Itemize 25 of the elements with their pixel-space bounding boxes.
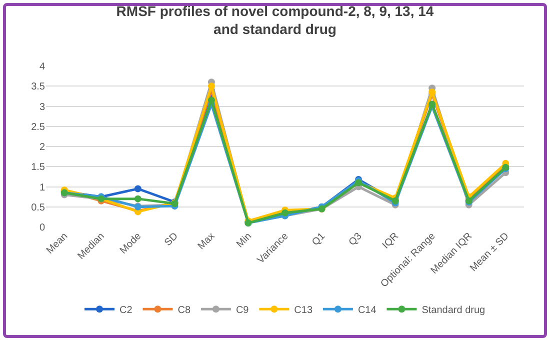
legend-label: C8 — [178, 305, 191, 316]
legend-label: C13 — [294, 305, 313, 316]
point — [208, 82, 215, 90]
y-tick-label: 0.5 — [31, 202, 46, 214]
x-tick-label: Q3 — [346, 230, 365, 248]
y-tick-label: 2 — [39, 142, 46, 153]
x-tick-label: Max — [196, 230, 218, 252]
y-tick-label: 1.5 — [31, 162, 46, 174]
y-tick-label: 3.5 — [31, 82, 46, 93]
y-tick-label: 0 — [39, 222, 46, 234]
y-tick-label: 1 — [39, 182, 46, 194]
legend-label: C9 — [236, 305, 250, 316]
legend-label: C2 — [120, 305, 133, 316]
y-tick-label: 4 — [39, 62, 46, 72]
y-tick-label: 2.5 — [31, 122, 46, 133]
chart-title: RMSF profiles of novel compound-2, 8, 9, 13, 14 and standard drug — [116, 2, 434, 38]
point — [134, 185, 142, 192]
x-tick-label: Q1 — [310, 230, 328, 248]
point — [134, 195, 142, 202]
y-tick-label: 3 — [39, 102, 46, 113]
x-tick-label: Min — [234, 230, 254, 250]
x-tick-label: SD — [162, 230, 180, 248]
x-tick-label: IQR — [380, 230, 401, 252]
legend-label: C14 — [358, 305, 377, 316]
legend-label: Standard drug — [422, 305, 486, 316]
